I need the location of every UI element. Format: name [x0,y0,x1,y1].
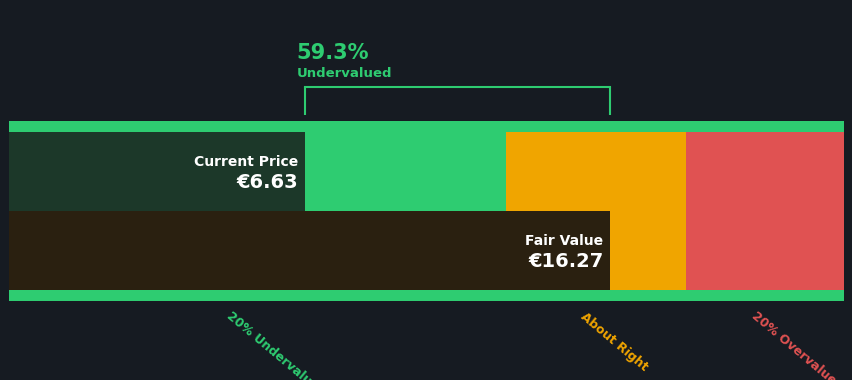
Bar [9,121,505,301]
Text: 20% Overvalued: 20% Overvalued [748,310,844,380]
Bar [505,121,685,301]
Text: €6.63: €6.63 [237,173,298,192]
Text: 59.3%: 59.3% [296,43,369,63]
Text: €16.27: €16.27 [527,252,603,271]
Bar [9,132,305,211]
Text: About Right: About Right [578,310,650,373]
Text: Current Price: Current Price [194,155,298,169]
Text: Undervalued: Undervalued [296,67,392,80]
Bar [9,290,843,301]
Bar [685,121,843,301]
Text: Fair Value: Fair Value [525,234,603,248]
Text: 20% Undervalued: 20% Undervalued [224,310,327,380]
Bar [9,121,843,132]
Bar [9,211,610,290]
